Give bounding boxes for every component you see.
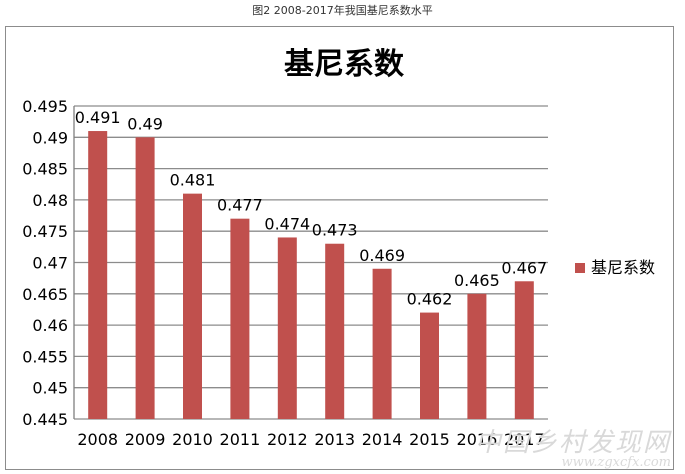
x-tick-label: 2013 (314, 430, 355, 449)
data-label: 0.477 (217, 196, 263, 215)
y-tick-label: 0.495 (22, 97, 68, 116)
data-label: 0.491 (75, 108, 121, 127)
legend: 基尼系数 (575, 258, 655, 277)
y-tick-label: 0.47 (32, 254, 68, 273)
bars (88, 131, 534, 420)
bar (88, 131, 108, 420)
y-tick-label: 0.455 (22, 347, 68, 366)
x-tick-label: 2009 (125, 430, 166, 449)
data-label: 0.49 (127, 114, 163, 133)
bar (183, 193, 202, 419)
legend-label: 基尼系数 (591, 258, 655, 277)
data-label: 0.462 (407, 290, 453, 309)
y-tick-label: 0.485 (22, 160, 68, 179)
x-tick-label: 2014 (362, 430, 403, 449)
bar (514, 281, 534, 419)
x-tick-label: 2011 (220, 430, 261, 449)
data-label: 0.465 (454, 271, 500, 290)
x-axis-ticks: 2008 2009 2010 2011 2012 2013 2014 2015 2016 2017 (77, 430, 544, 449)
x-tick-label: 2017 (504, 430, 545, 449)
y-axis-ticks: 0.495 0.49 0.485 0.48 0.475 0.47 0.465 0.46 0.45… (22, 97, 68, 429)
data-label: 0.469 (359, 246, 405, 265)
chart-title: 基尼系数 (284, 47, 405, 82)
watermark-url: www.zgxcfx.com (561, 455, 671, 470)
y-tick-label: 0.475 (22, 222, 68, 241)
legend-swatch (575, 263, 585, 273)
data-label: 0.467 (501, 258, 547, 277)
bar (420, 312, 439, 419)
bar (467, 293, 487, 419)
data-label: 0.473 (312, 221, 358, 240)
x-tick-label: 2015 (409, 430, 450, 449)
figure-caption: 图2 2008-2017年我国基尼系数水平 (252, 4, 433, 17)
bar (325, 243, 345, 419)
watermark: 中国乡村发现网 www.zgxcfx.com (475, 430, 671, 470)
bar (135, 137, 155, 420)
watermark-text: 中国乡村发现网 (474, 428, 671, 458)
data-label: 0.474 (264, 214, 310, 233)
y-tick-label: 0.45 (32, 379, 68, 398)
y-tick-label: 0.465 (22, 285, 68, 304)
data-label: 0.481 (170, 171, 216, 190)
y-tick-label: 0.49 (32, 128, 68, 147)
x-tick-label: 2012 (267, 430, 308, 449)
bar (277, 237, 297, 419)
y-tick-label: 0.46 (32, 316, 68, 335)
y-tick-label: 0.445 (22, 410, 68, 429)
bar (372, 268, 392, 419)
x-tick-label: 2010 (172, 430, 213, 449)
y-tick-label: 0.48 (32, 191, 68, 210)
bar (230, 218, 250, 419)
x-tick-label: 2016 (457, 430, 498, 449)
x-tick-label: 2008 (77, 430, 118, 449)
